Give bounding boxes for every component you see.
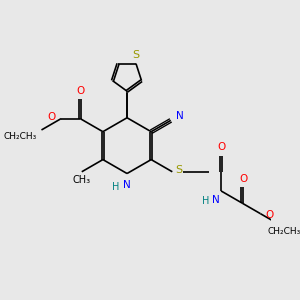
Text: O: O (76, 86, 84, 96)
Text: S: S (132, 50, 140, 60)
Text: S: S (175, 165, 182, 175)
Text: N: N (212, 195, 220, 205)
Text: N: N (123, 180, 131, 190)
Text: CH₃: CH₃ (73, 176, 91, 185)
Text: H: H (112, 182, 119, 193)
Text: O: O (217, 142, 225, 152)
Text: CH₂CH₃: CH₂CH₃ (4, 132, 37, 141)
Text: N: N (176, 111, 183, 121)
Text: O: O (48, 112, 56, 122)
Text: CH₂CH₃: CH₂CH₃ (268, 227, 300, 236)
Text: H: H (202, 196, 209, 206)
Text: O: O (266, 210, 274, 220)
Text: O: O (240, 174, 248, 184)
